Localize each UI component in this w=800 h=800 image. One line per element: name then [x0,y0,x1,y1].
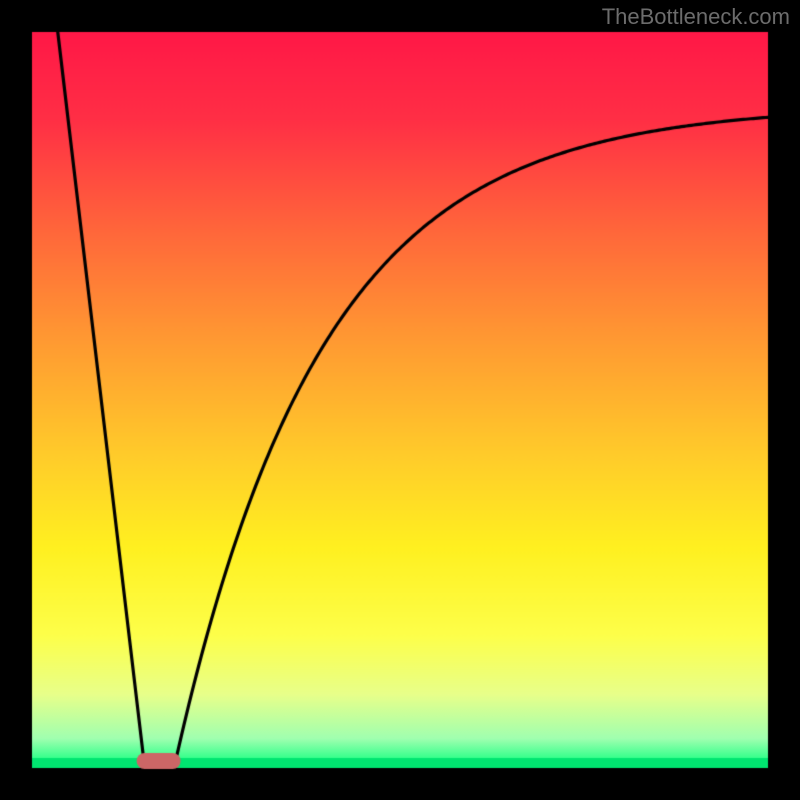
bottleneck-chart: TheBottleneck.com [0,0,800,800]
chart-canvas [0,0,800,800]
